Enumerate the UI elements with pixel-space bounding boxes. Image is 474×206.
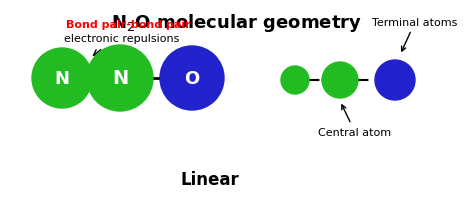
Text: N$_2$O molecular geometry: N$_2$O molecular geometry bbox=[111, 12, 363, 34]
Circle shape bbox=[87, 46, 153, 111]
Circle shape bbox=[375, 61, 415, 101]
Text: N: N bbox=[112, 69, 128, 88]
Circle shape bbox=[281, 67, 309, 95]
Text: O: O bbox=[184, 70, 200, 88]
Text: Linear: Linear bbox=[181, 170, 239, 188]
Text: Central atom: Central atom bbox=[319, 105, 392, 137]
Circle shape bbox=[160, 47, 224, 110]
Text: Bond pair-bond pair: Bond pair-bond pair bbox=[66, 20, 191, 30]
Text: N: N bbox=[55, 70, 70, 88]
Circle shape bbox=[322, 63, 358, 98]
Text: electronic repulsions: electronic repulsions bbox=[64, 34, 180, 44]
Text: Terminal atoms: Terminal atoms bbox=[372, 18, 458, 52]
Circle shape bbox=[32, 49, 92, 109]
